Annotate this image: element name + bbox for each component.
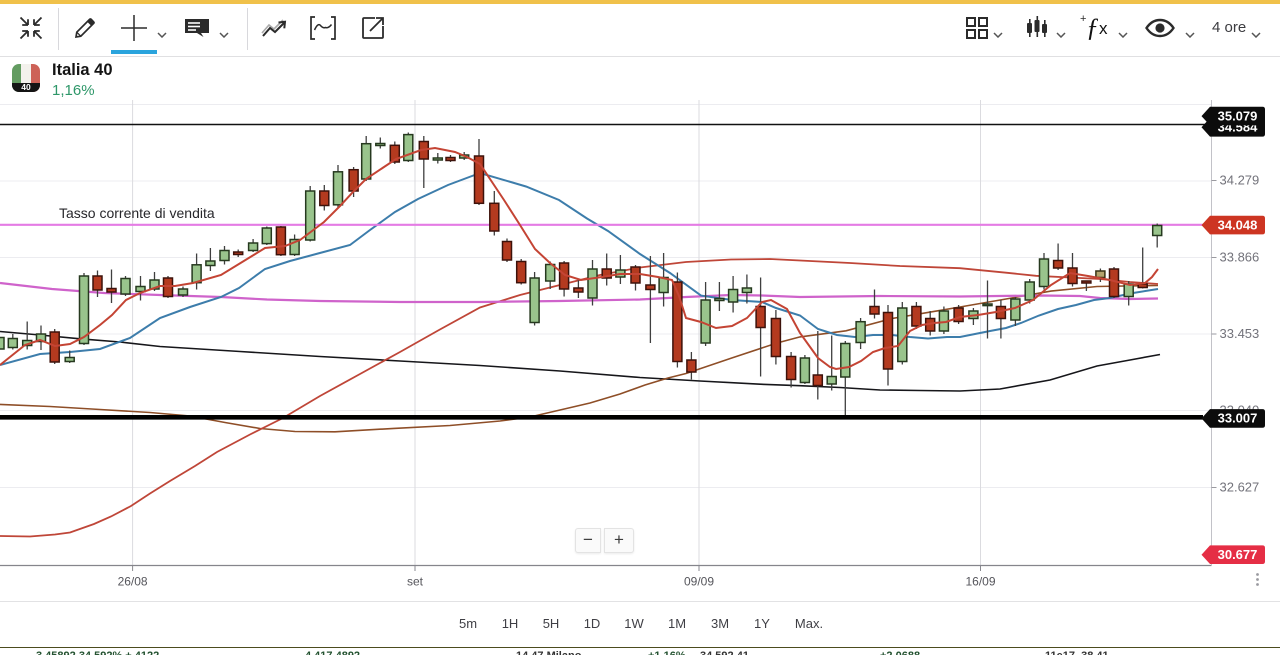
svg-text:30.677: 30.677	[1218, 547, 1258, 562]
svg-text:26/08: 26/08	[118, 575, 148, 589]
svg-text:34.279: 34.279	[1220, 173, 1260, 188]
svg-text:32.627: 32.627	[1220, 480, 1260, 495]
svg-text:+: +	[1080, 13, 1086, 25]
svg-text:35.079: 35.079	[1218, 108, 1258, 123]
svg-text:33.866: 33.866	[1220, 250, 1260, 265]
svg-text:set: set	[407, 575, 424, 589]
svg-text:16/09: 16/09	[965, 575, 995, 589]
svg-text:33.453: 33.453	[1220, 326, 1260, 341]
svg-text:34.048: 34.048	[1218, 217, 1258, 232]
svg-text:09/09: 09/09	[684, 575, 714, 589]
svg-text:33.007: 33.007	[1218, 411, 1258, 426]
svg-text:x: x	[1099, 19, 1108, 38]
svg-text:ƒ: ƒ	[1086, 13, 1099, 42]
